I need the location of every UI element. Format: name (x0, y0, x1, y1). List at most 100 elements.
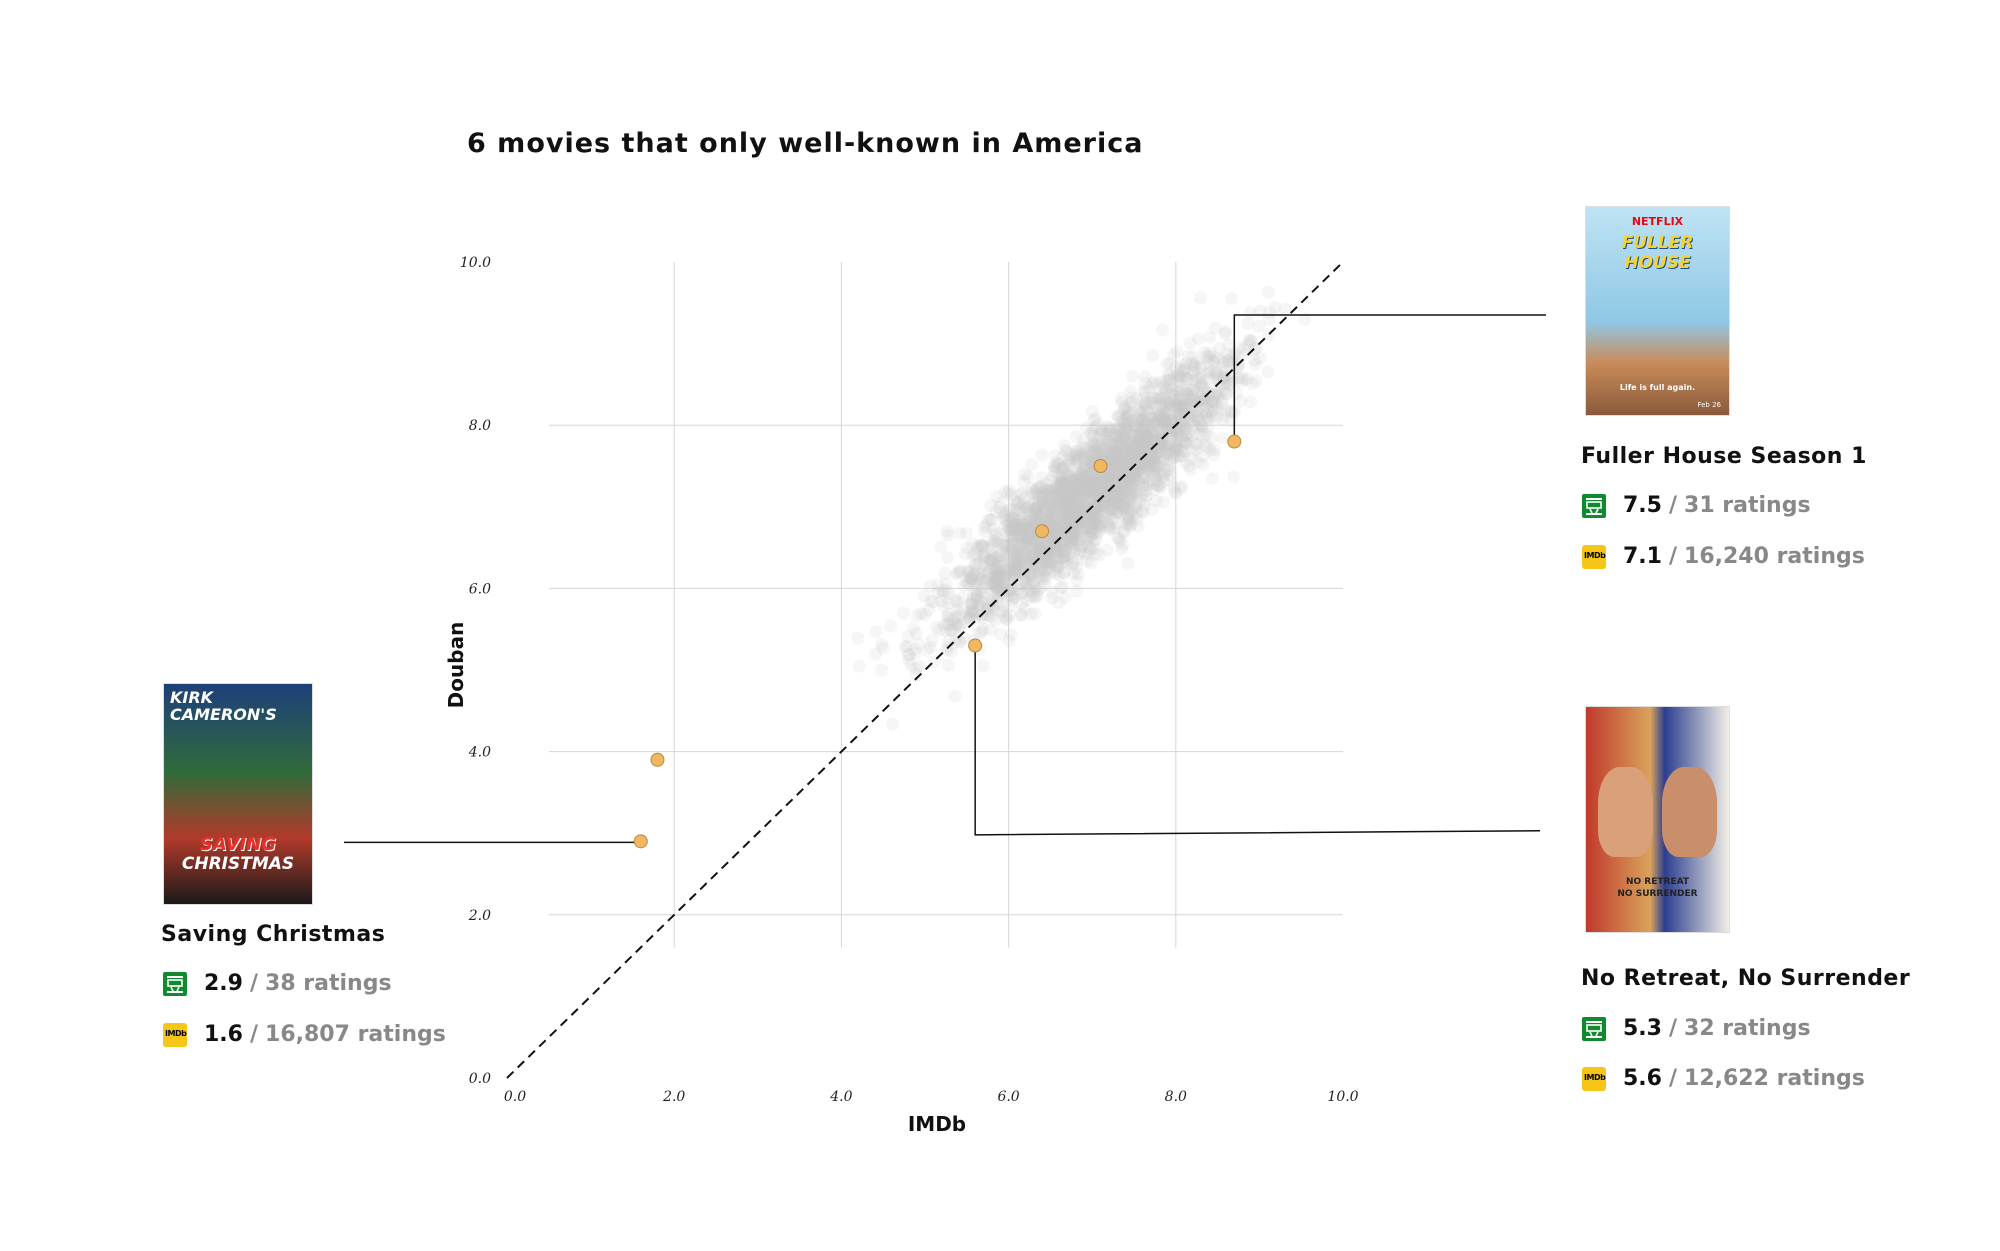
background-point (1045, 585, 1059, 599)
background-point (1138, 492, 1152, 506)
background-point (1135, 442, 1149, 456)
background-point (1014, 538, 1028, 552)
background-point (1026, 559, 1040, 573)
background-point (1017, 518, 1031, 532)
background-point (1161, 374, 1175, 388)
background-point (1186, 383, 1200, 397)
background-point (1085, 508, 1099, 522)
background-point (989, 567, 1003, 581)
background-point (1076, 521, 1090, 535)
background-point (996, 558, 1010, 572)
background-point (1122, 406, 1136, 420)
background-point (1154, 454, 1168, 468)
background-point (1176, 406, 1190, 420)
background-point (1102, 425, 1116, 439)
background-point (1085, 504, 1099, 518)
background-point (1087, 444, 1101, 458)
background-point (1072, 538, 1086, 552)
background-point (1009, 555, 1023, 569)
background-point (1165, 425, 1179, 439)
background-point (1119, 436, 1133, 450)
douban-score: 2.9 (204, 971, 243, 996)
poster-text-title-2: CHRISTMAS (181, 854, 295, 874)
background-point (1139, 434, 1153, 448)
background-point (1181, 397, 1195, 411)
background-point (1106, 436, 1120, 450)
background-point (1056, 476, 1070, 490)
background-point (1245, 377, 1259, 391)
background-point (1031, 495, 1045, 509)
poster-fuller-house: NETFLIX FULLER HOUSE Life is full again.… (1585, 206, 1730, 416)
background-point (986, 599, 1000, 613)
background-point (965, 572, 979, 586)
background-point (1046, 530, 1060, 544)
background-point (1205, 408, 1219, 422)
background-point (1121, 497, 1135, 511)
background-point (1029, 545, 1043, 559)
background-point (977, 548, 991, 562)
background-point (1133, 435, 1147, 449)
background-point (1067, 516, 1081, 530)
background-point (1089, 547, 1103, 561)
background-point (1099, 471, 1113, 485)
background-point (966, 537, 980, 551)
background-point (1108, 427, 1122, 441)
background-point (1071, 567, 1085, 581)
background-point (1088, 541, 1102, 555)
background-point (1169, 360, 1183, 374)
background-point (1142, 405, 1156, 419)
background-point (1034, 581, 1048, 595)
background-point (977, 552, 991, 566)
background-point (1145, 444, 1159, 458)
background-point (1049, 461, 1063, 475)
background-point (1022, 515, 1036, 529)
background-point (1087, 508, 1101, 522)
background-point (1078, 474, 1092, 488)
background-point (1004, 538, 1018, 552)
background-point (1057, 518, 1071, 532)
background-point (1112, 451, 1126, 465)
background-point (1039, 476, 1053, 490)
background-point (1039, 543, 1053, 557)
background-point (1172, 403, 1186, 417)
background-point (1092, 448, 1106, 462)
background-point (1148, 448, 1162, 462)
background-point (1044, 507, 1058, 521)
background-point (1001, 487, 1015, 501)
background-point (1163, 469, 1177, 483)
imdb-count: 12,622 ratings (1684, 1066, 1865, 1091)
background-point (1099, 427, 1113, 441)
background-point (1092, 548, 1106, 562)
background-point (950, 618, 964, 632)
background-point (984, 623, 998, 637)
background-point (1061, 501, 1075, 515)
background-point (1068, 486, 1082, 500)
background-point (1057, 492, 1071, 506)
background-point (941, 550, 955, 564)
background-point (1169, 437, 1183, 451)
background-point (1120, 445, 1134, 459)
background-point (1086, 509, 1100, 523)
background-point (1014, 521, 1028, 535)
background-point (1156, 416, 1170, 430)
background-point (938, 566, 952, 580)
background-point (1008, 589, 1022, 603)
douban-count: 38 ratings (265, 971, 392, 996)
background-point (1158, 413, 1172, 427)
background-point (1045, 507, 1059, 521)
background-point (1090, 472, 1104, 486)
background-point (1049, 510, 1063, 524)
background-point (1122, 476, 1136, 490)
background-point (1116, 497, 1130, 511)
background-point (1242, 334, 1256, 348)
background-point (983, 554, 997, 568)
background-point (1135, 457, 1149, 471)
background-point (1029, 487, 1043, 501)
background-point (1136, 506, 1150, 520)
background-point (989, 564, 1003, 578)
background-point (1278, 302, 1292, 316)
background-point (1006, 563, 1020, 577)
background-point (1017, 602, 1031, 616)
background-point (1115, 542, 1129, 556)
